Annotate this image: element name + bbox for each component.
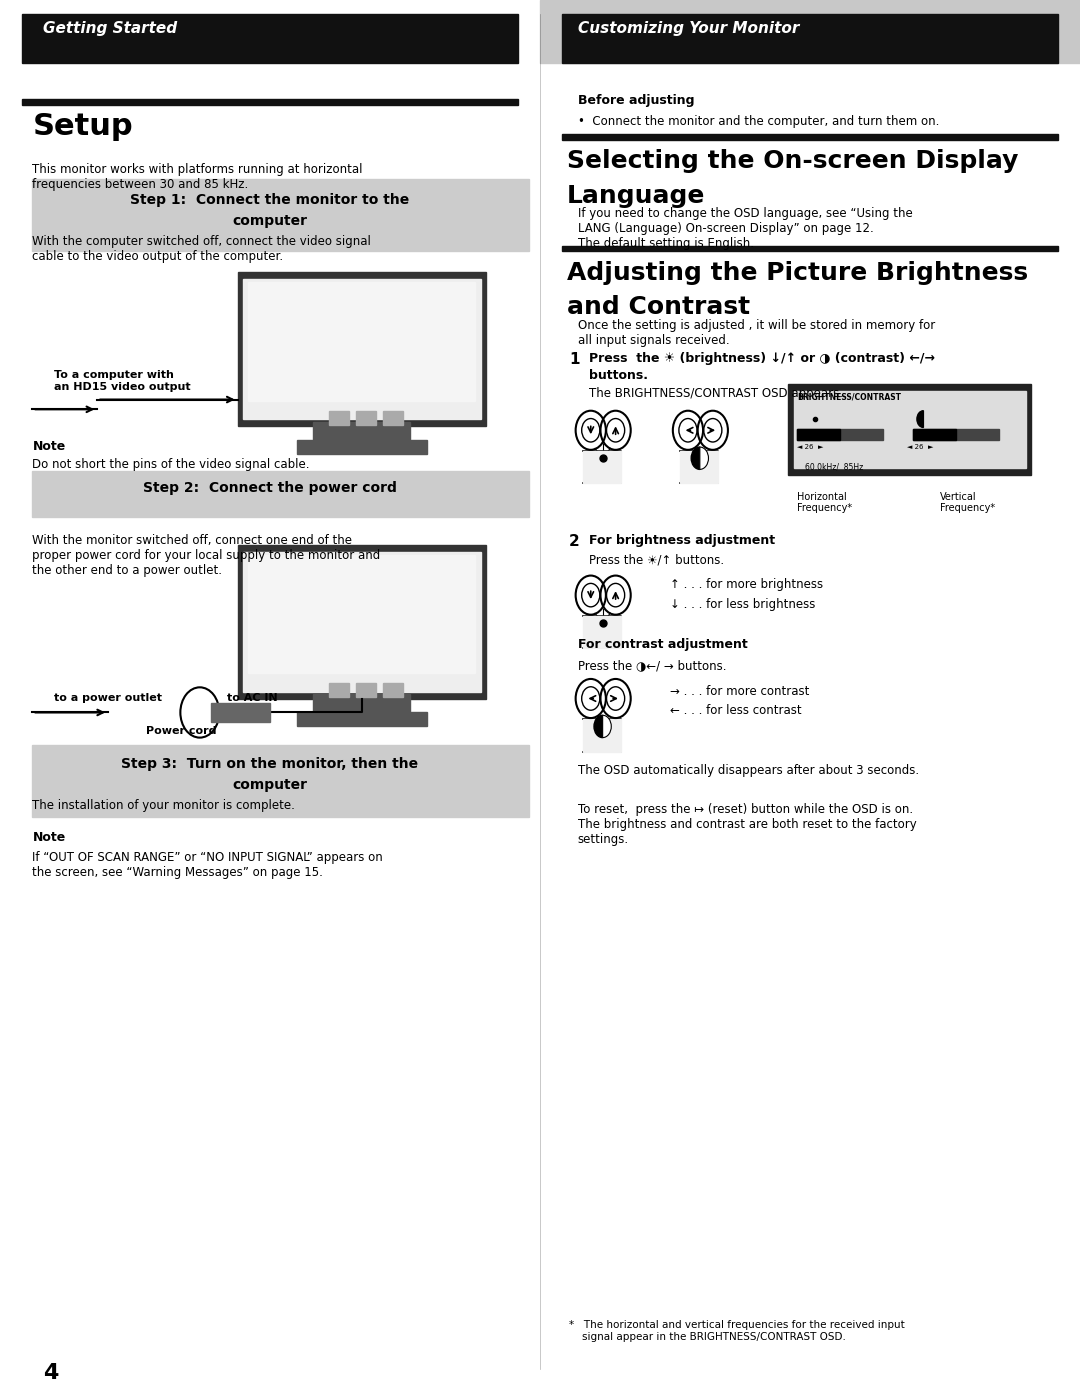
- Bar: [22, 14, 518, 63]
- Text: BRIGHTNESS/CONTRAST: BRIGHTNESS/CONTRAST: [797, 393, 901, 401]
- Text: Adjusting the Picture Brightness: Adjusting the Picture Brightness: [567, 261, 1028, 285]
- Text: For contrast adjustment: For contrast adjustment: [578, 638, 747, 651]
- Bar: [383, 683, 403, 697]
- Text: 1: 1: [569, 352, 580, 367]
- Wedge shape: [594, 715, 603, 738]
- Text: Power cord: Power cord: [146, 726, 216, 736]
- Bar: [797, 429, 840, 440]
- Wedge shape: [691, 447, 700, 469]
- Bar: [383, 411, 403, 425]
- Text: Press the ☀/↑ buttons.: Press the ☀/↑ buttons.: [589, 553, 724, 566]
- Text: Note: Note: [32, 440, 66, 453]
- Bar: [238, 272, 486, 426]
- Text: Step 2:  Connect the power cord: Step 2: Connect the power cord: [143, 481, 397, 495]
- Text: Press the ◑←/ → buttons.: Press the ◑←/ → buttons.: [578, 659, 727, 672]
- Text: To reset,  press the ↦ (reset) button while the OSD is on.
The brightness and co: To reset, press the ↦ (reset) button whi…: [578, 803, 917, 847]
- Text: Customizing Your Monitor: Customizing Your Monitor: [578, 21, 799, 36]
- Text: 60.0kHz/  85Hz: 60.0kHz/ 85Hz: [805, 462, 863, 471]
- Text: computer: computer: [232, 778, 308, 792]
- Bar: [248, 555, 475, 673]
- Text: Before adjusting: Before adjusting: [578, 94, 694, 106]
- Text: ↑ . . . for more brightness: ↑ . . . for more brightness: [670, 578, 823, 591]
- Bar: [562, 246, 1058, 251]
- Bar: [238, 545, 486, 698]
- Text: buttons.: buttons.: [589, 369, 648, 381]
- Text: If “OUT OF SCAN RANGE” or “NO INPUT SIGNAL” appears on
the screen, see “Warning : If “OUT OF SCAN RANGE” or “NO INPUT SIGN…: [32, 851, 383, 879]
- Bar: [243, 552, 481, 692]
- Text: ↓ . . . for less brightness: ↓ . . . for less brightness: [670, 598, 815, 610]
- Text: Step 3:  Turn on the monitor, then the: Step 3: Turn on the monitor, then the: [121, 757, 419, 771]
- Text: To a computer with
an HD15 video output: To a computer with an HD15 video output: [54, 370, 191, 391]
- Bar: [243, 279, 481, 419]
- Text: Setup: Setup: [32, 112, 133, 141]
- Polygon shape: [583, 719, 621, 752]
- Bar: [313, 694, 410, 715]
- Bar: [32, 179, 529, 251]
- Text: Once the setting is adjusted , it will be stored in memory for
all input signals: Once the setting is adjusted , it will b…: [578, 319, 935, 346]
- Bar: [32, 471, 529, 517]
- Text: → . . . for more contrast: → . . . for more contrast: [670, 685, 809, 697]
- Bar: [913, 429, 999, 440]
- Text: computer: computer: [232, 214, 308, 228]
- Text: With the monitor switched off, connect one end of the
proper power cord for your: With the monitor switched off, connect o…: [32, 534, 380, 577]
- Bar: [356, 411, 376, 425]
- Bar: [913, 429, 956, 440]
- Bar: [22, 99, 518, 105]
- Bar: [562, 134, 1058, 140]
- Text: Language: Language: [567, 184, 705, 208]
- Text: 4: 4: [43, 1363, 58, 1383]
- Bar: [356, 683, 376, 697]
- Bar: [32, 745, 529, 817]
- Bar: [211, 703, 270, 722]
- Polygon shape: [583, 616, 621, 648]
- Text: ◄ 26  ►: ◄ 26 ►: [797, 444, 823, 450]
- Text: ← . . . for less contrast: ← . . . for less contrast: [670, 704, 801, 717]
- Text: and Contrast: and Contrast: [567, 295, 751, 319]
- Text: *   The horizontal and vertical frequencies for the received input
    signal ap: * The horizontal and vertical frequencie…: [569, 1320, 905, 1341]
- Text: The OSD automatically disappears after about 3 seconds.: The OSD automatically disappears after a…: [578, 764, 919, 777]
- Text: Press  the ☀ (brightness) ↓/↑ or ◑ (contrast) ←/→: Press the ☀ (brightness) ↓/↑ or ◑ (contr…: [589, 352, 934, 365]
- Bar: [788, 384, 1031, 475]
- Wedge shape: [603, 715, 611, 738]
- Bar: [562, 14, 1058, 63]
- Text: to a power outlet: to a power outlet: [54, 693, 162, 703]
- Text: The installation of your monitor is complete.: The installation of your monitor is comp…: [32, 799, 295, 812]
- Text: Step 1:  Connect the monitor to the: Step 1: Connect the monitor to the: [131, 193, 409, 207]
- Polygon shape: [583, 451, 621, 483]
- Text: If you need to change the OSD language, see “Using the
LANG (Language) On-screen: If you need to change the OSD language, …: [578, 207, 913, 250]
- Text: Horizontal
Frequency*: Horizontal Frequency*: [797, 492, 852, 513]
- Text: 2: 2: [569, 534, 580, 549]
- Text: With the computer switched off, connect the video signal
cable to the video outp: With the computer switched off, connect …: [32, 235, 372, 263]
- Bar: [540, 0, 1080, 63]
- Text: Getting Started: Getting Started: [43, 21, 177, 36]
- Bar: [248, 282, 475, 401]
- Bar: [297, 712, 427, 726]
- Wedge shape: [700, 447, 708, 469]
- Bar: [329, 411, 349, 425]
- Text: This monitor works with platforms running at horizontal
frequencies between 30 a: This monitor works with platforms runnin…: [32, 163, 363, 191]
- Bar: [797, 429, 883, 440]
- Text: Selecting the On-screen Display: Selecting the On-screen Display: [567, 149, 1018, 173]
- Text: For brightness adjustment: For brightness adjustment: [589, 534, 774, 546]
- Polygon shape: [680, 451, 718, 483]
- Text: The BRIGHTNESS/CONTRAST OSD appears.: The BRIGHTNESS/CONTRAST OSD appears.: [589, 387, 842, 400]
- Bar: [329, 683, 349, 697]
- Text: Note: Note: [32, 831, 66, 844]
- Text: •  Connect the monitor and the computer, and turn them on.: • Connect the monitor and the computer, …: [578, 115, 940, 127]
- Bar: [794, 391, 1026, 468]
- Text: ◄ 26  ►: ◄ 26 ►: [907, 444, 933, 450]
- Text: Do not short the pins of the video signal cable.: Do not short the pins of the video signa…: [32, 458, 310, 471]
- Bar: [297, 440, 427, 454]
- Wedge shape: [917, 411, 923, 427]
- Text: Vertical
Frequency*: Vertical Frequency*: [940, 492, 995, 513]
- Text: to AC IN: to AC IN: [227, 693, 278, 703]
- Bar: [313, 422, 410, 443]
